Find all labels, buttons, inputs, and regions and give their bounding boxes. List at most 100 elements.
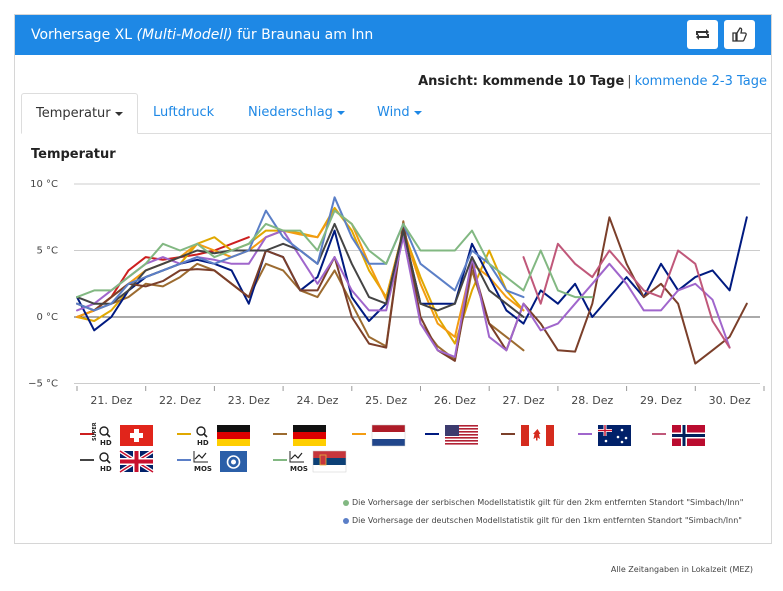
flag-part xyxy=(445,425,459,436)
hd-badge: HD xyxy=(100,439,112,447)
legend-item-serbia[interactable]: MOS xyxy=(273,450,347,473)
section-title: Temperatur xyxy=(31,147,116,162)
x-tick-label: 23. Dez xyxy=(228,394,270,407)
like-button[interactable] xyxy=(724,20,755,49)
y-tick-label: 0 °C xyxy=(36,312,58,323)
trend-icon xyxy=(194,452,207,460)
legend-item-canada[interactable] xyxy=(501,425,554,446)
note-german-mos: Die Vorhersage der deutschen Modellstati… xyxy=(343,516,742,525)
maple-leaf-icon xyxy=(533,429,541,441)
flag-border xyxy=(312,450,347,473)
legend-item-australia[interactable] xyxy=(578,425,631,446)
chevron-down-icon xyxy=(336,110,345,115)
x-tick-label: 29. Dez xyxy=(640,394,682,407)
x-tick-label: 27. Dez xyxy=(503,394,545,407)
chevron-down-icon xyxy=(413,110,422,115)
flag-star xyxy=(624,436,628,440)
y-tick-label: 10 °C xyxy=(30,179,58,190)
series-line-9 xyxy=(76,196,525,312)
flag-part xyxy=(445,428,478,430)
x-tick-label: 21. Dez xyxy=(90,394,132,407)
legend-item-dwd-mos[interactable]: MOS xyxy=(177,451,247,473)
y-tick-label: −5 °C xyxy=(28,379,58,390)
note-dot xyxy=(343,499,349,506)
tab-label: Wind xyxy=(377,105,410,120)
tab-bar: Temperatur Luftdruck Niederschlag Wind xyxy=(21,93,771,134)
panel-title: Vorhersage XL (Multi-Modell) für Braunau… xyxy=(31,27,373,43)
hd-badge: HD xyxy=(197,439,209,447)
legend-item-norway[interactable] xyxy=(652,425,705,446)
mos-badge: MOS xyxy=(290,465,308,473)
tab-wind[interactable]: Wind xyxy=(377,93,422,133)
flag-part xyxy=(120,459,153,464)
flag-star xyxy=(620,440,624,444)
flag-part xyxy=(313,451,346,458)
flag-part xyxy=(445,425,478,427)
flag-part xyxy=(130,433,143,438)
timezone-note: Alle Zeitangaben in Lokalzeit (MEZ) xyxy=(610,565,753,574)
flag-part xyxy=(372,432,405,439)
series-line-8 xyxy=(76,222,525,318)
legend-item-netherlands[interactable] xyxy=(352,424,406,447)
tab-label: Temperatur xyxy=(36,106,111,121)
tab-temperatur[interactable]: Temperatur xyxy=(21,93,138,134)
view-current: Ansicht: kommende 10 Tage xyxy=(418,74,625,89)
share-button[interactable] xyxy=(687,20,718,49)
flag-part xyxy=(672,434,705,437)
x-tick-label: 22. Dez xyxy=(159,394,201,407)
note-serbian-mos: Die Vorhersage der serbischen Modellstat… xyxy=(343,498,743,507)
legend-item-uk[interactable]: HD xyxy=(80,449,155,474)
forecast-panel: Vorhersage XL (Multi-Modell) für Braunau… xyxy=(14,14,772,544)
note-text: Die Vorhersage der serbischen Modellstat… xyxy=(352,498,744,507)
x-tick-label: 26. Dez xyxy=(434,394,476,407)
view-link-2-3-days[interactable]: kommende 2-3 Tage xyxy=(634,74,767,89)
super-badge: SUPER xyxy=(92,422,98,441)
x-tick-label: 30. Dez xyxy=(709,394,751,407)
flag-border xyxy=(371,424,406,447)
x-tick-label: 28. Dez xyxy=(571,394,613,407)
flag-part xyxy=(445,434,478,436)
view-selector: Ansicht: kommende 10 Tage | kommende 2-3 T… xyxy=(418,74,767,89)
series-line-7 xyxy=(522,242,731,349)
flag-part xyxy=(313,458,346,465)
flag-part xyxy=(313,465,346,472)
magnifier-icon xyxy=(106,433,111,438)
magnifier-icon xyxy=(196,426,206,436)
flag-part xyxy=(217,432,250,439)
legend-item-usa[interactable] xyxy=(425,425,478,445)
flag-part xyxy=(293,439,326,446)
flag-part xyxy=(445,437,478,439)
note-text: Die Vorhersage der deutschen Modellstati… xyxy=(352,516,742,525)
tab-label: Niederschlag xyxy=(248,105,333,120)
swirl-icon xyxy=(226,455,241,469)
flag-part xyxy=(217,439,250,446)
flag-part xyxy=(445,431,478,433)
magnifier-icon xyxy=(99,426,109,436)
title-model: (Multi-Modell) xyxy=(136,27,233,43)
coat-of-arms xyxy=(319,454,327,466)
tab-niederschlag[interactable]: Niederschlag xyxy=(248,93,345,133)
title-suffix: für Braunau am Inn xyxy=(237,27,374,43)
mos-badge: MOS xyxy=(194,465,212,473)
series-line-10 xyxy=(76,209,594,299)
trend-icon xyxy=(193,451,208,463)
tab-label: Luftdruck xyxy=(153,105,215,120)
legend-item-germany[interactable] xyxy=(273,425,326,446)
flag-star xyxy=(616,435,620,439)
flag-part xyxy=(293,432,326,439)
flag-part xyxy=(445,440,478,442)
flag-part xyxy=(372,439,405,446)
magnifier-icon xyxy=(106,459,111,464)
flag-part xyxy=(293,425,326,432)
flag-part xyxy=(598,425,631,446)
swirl-icon xyxy=(231,459,236,465)
tab-luftdruck[interactable]: Luftdruck xyxy=(153,93,214,133)
magnifier-icon xyxy=(99,452,109,462)
thumbs-up-icon xyxy=(732,27,747,42)
legend-item-germany[interactable]: HD xyxy=(177,425,250,447)
y-tick-label: 5 °C xyxy=(36,246,58,257)
trend-icon xyxy=(290,452,303,460)
title-prefix: Vorhersage XL xyxy=(31,27,133,43)
